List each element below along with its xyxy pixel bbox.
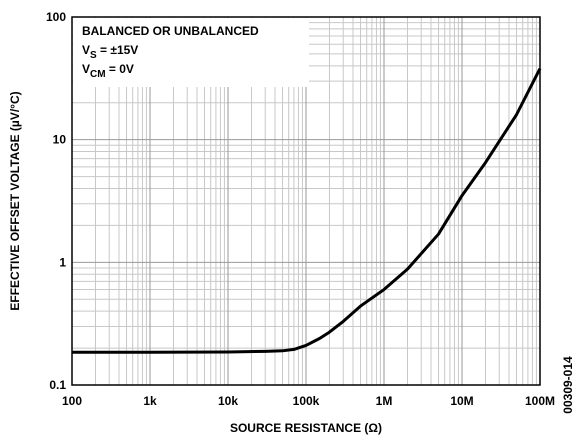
annotation-text: BALANCED OR UNBALANCED [82,24,259,38]
figure-id: 00309-014 [561,356,575,414]
annotation: BALANCED OR UNBALANCED [82,24,259,38]
y-tick-label: 0.1 [49,378,66,392]
x-axis-label: SOURCE RESISTANCE (Ω) [230,421,382,435]
plot-frame [71,16,541,386]
x-tick-label: 1M [376,394,393,408]
annotation: VCM = 0V [82,62,134,80]
x-tick-label: 10M [450,394,473,408]
labels: 100 1k 10k 100k 1M 10M 100M 0.1 1 10 100 SOURCE RES… [8,10,575,435]
x-tick-label: 1k [143,394,157,408]
annotation-text: = 0V [106,62,134,76]
annotation: VS = ±15V [82,43,138,61]
annotation-text: V [82,43,90,57]
x-tick-label: 100M [525,394,555,408]
annotation-subscript: S [90,50,97,61]
x-tick-label: 100k [293,394,320,408]
y-tick-label: 1 [59,255,66,269]
annotation-text: = ±15V [97,43,139,57]
annotation-text: V [82,62,90,76]
line [72,67,542,354]
annotation-subscript: CM [90,69,106,80]
annotation-box [73,18,309,87]
y-axis-label: EFFECTIVE OFFSET VOLTAGE (µV/°C) [8,91,22,310]
y-tick-label: 10 [53,133,67,147]
x-tick-label: 100 [62,394,82,408]
x-tick-label: 10k [218,394,238,408]
y-tick-label: 100 [46,10,66,24]
